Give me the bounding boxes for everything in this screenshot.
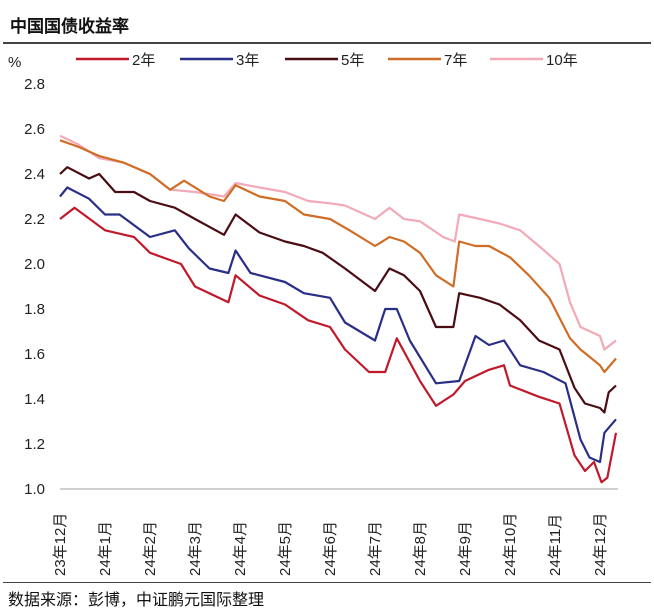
y-tick-label: 1.2 <box>24 436 45 453</box>
title-divider <box>3 42 651 44</box>
chart-title: 中国国债收益率 <box>10 17 129 37</box>
y-tick-label: 1.6 <box>24 346 45 363</box>
x-tick-label: 24年3月 <box>187 521 204 576</box>
x-tick-label: 24年8月 <box>412 521 429 576</box>
x-tick-label: 23年12月 <box>52 513 69 576</box>
x-tick-label: 24年6月 <box>322 521 339 576</box>
x-tick-label: 24年10月 <box>502 513 519 576</box>
series-line-2年 <box>59 206 618 484</box>
legend-label: 3年 <box>236 52 259 69</box>
x-axis: 23年12月 24年1月 24年2月 24年3月 24年4月 24年5月 24年6月 24年7… <box>52 513 609 576</box>
y-tick-label: 1.4 <box>24 391 45 408</box>
series-line-3年 <box>59 186 617 464</box>
x-tick-label: 24年9月 <box>457 521 474 576</box>
x-tick-label: 24年5月 <box>277 521 294 576</box>
legend-label: 10年 <box>546 52 578 69</box>
x-tick-label: 24年2月 <box>142 521 159 576</box>
y-tick-label: 1.8 <box>24 301 45 318</box>
x-tick-label: 24年1月 <box>97 521 114 576</box>
source-divider <box>3 582 651 583</box>
y-tick-label: 1.0 <box>24 481 45 498</box>
source-note: 数据来源：彭博，中证鹏元国际整理 <box>8 590 265 609</box>
x-tick-label: 24年12月 <box>592 513 609 576</box>
series-line-7年 <box>59 139 617 374</box>
series-lines <box>59 134 618 484</box>
legend-label: 2年 <box>132 52 155 69</box>
x-tick-label: 24年7月 <box>367 521 384 576</box>
y-axis-unit: % <box>8 54 21 71</box>
legend: 2年 3年 5年 7年 10年 <box>76 52 578 69</box>
legend-label: 5年 <box>341 52 364 69</box>
series-line-10年 <box>59 134 617 351</box>
y-tick-label: 2.2 <box>24 211 45 228</box>
x-tick-label: 24年4月 <box>232 521 249 576</box>
y-tick-label: 2.6 <box>24 121 45 138</box>
x-tick-label: 24年11月 <box>547 514 564 576</box>
y-tick-label: 2.0 <box>24 256 45 273</box>
legend-label: 7年 <box>444 52 467 69</box>
y-axis: 1.0 1.2 1.4 1.6 1.8 2.0 2.2 2.4 2.6 2.8 <box>24 76 45 498</box>
y-tick-label: 2.4 <box>24 166 45 183</box>
series-line-5年 <box>59 166 617 414</box>
y-tick-label: 2.8 <box>24 76 45 93</box>
